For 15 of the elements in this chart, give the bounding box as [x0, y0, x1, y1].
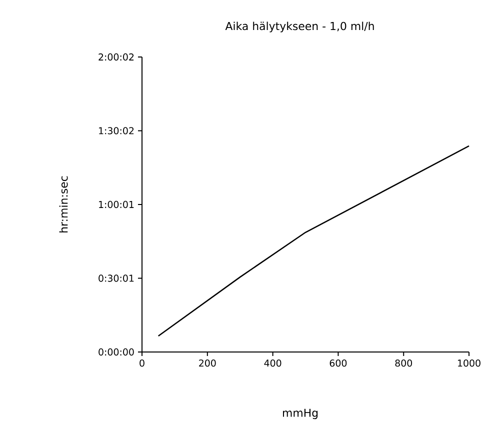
line-series	[158, 145, 470, 337]
x-tick-label: 0	[140, 360, 144, 367]
chart-title: Aika hälytykseen - 1,0 ml/h	[225, 22, 374, 32]
x-tick-label: 200	[199, 360, 216, 367]
y-tick-label: 0:30:01	[98, 274, 134, 282]
x-tick-label: 800	[395, 360, 412, 367]
y-tick-label: 0:00:00	[98, 348, 134, 356]
x-tick-label: 600	[330, 360, 347, 367]
y-tick-label: 1:00:01	[99, 200, 134, 208]
y-tick-label: 2:00:02	[98, 53, 134, 61]
x-tick-label: 400	[264, 360, 282, 367]
y-axis-title: hr:min:sec	[59, 176, 68, 232]
x-axis-title: mmHg	[283, 408, 318, 420]
x-tick-label: 1000	[458, 360, 480, 367]
y-tick-label: 1:30:02	[99, 127, 134, 134]
